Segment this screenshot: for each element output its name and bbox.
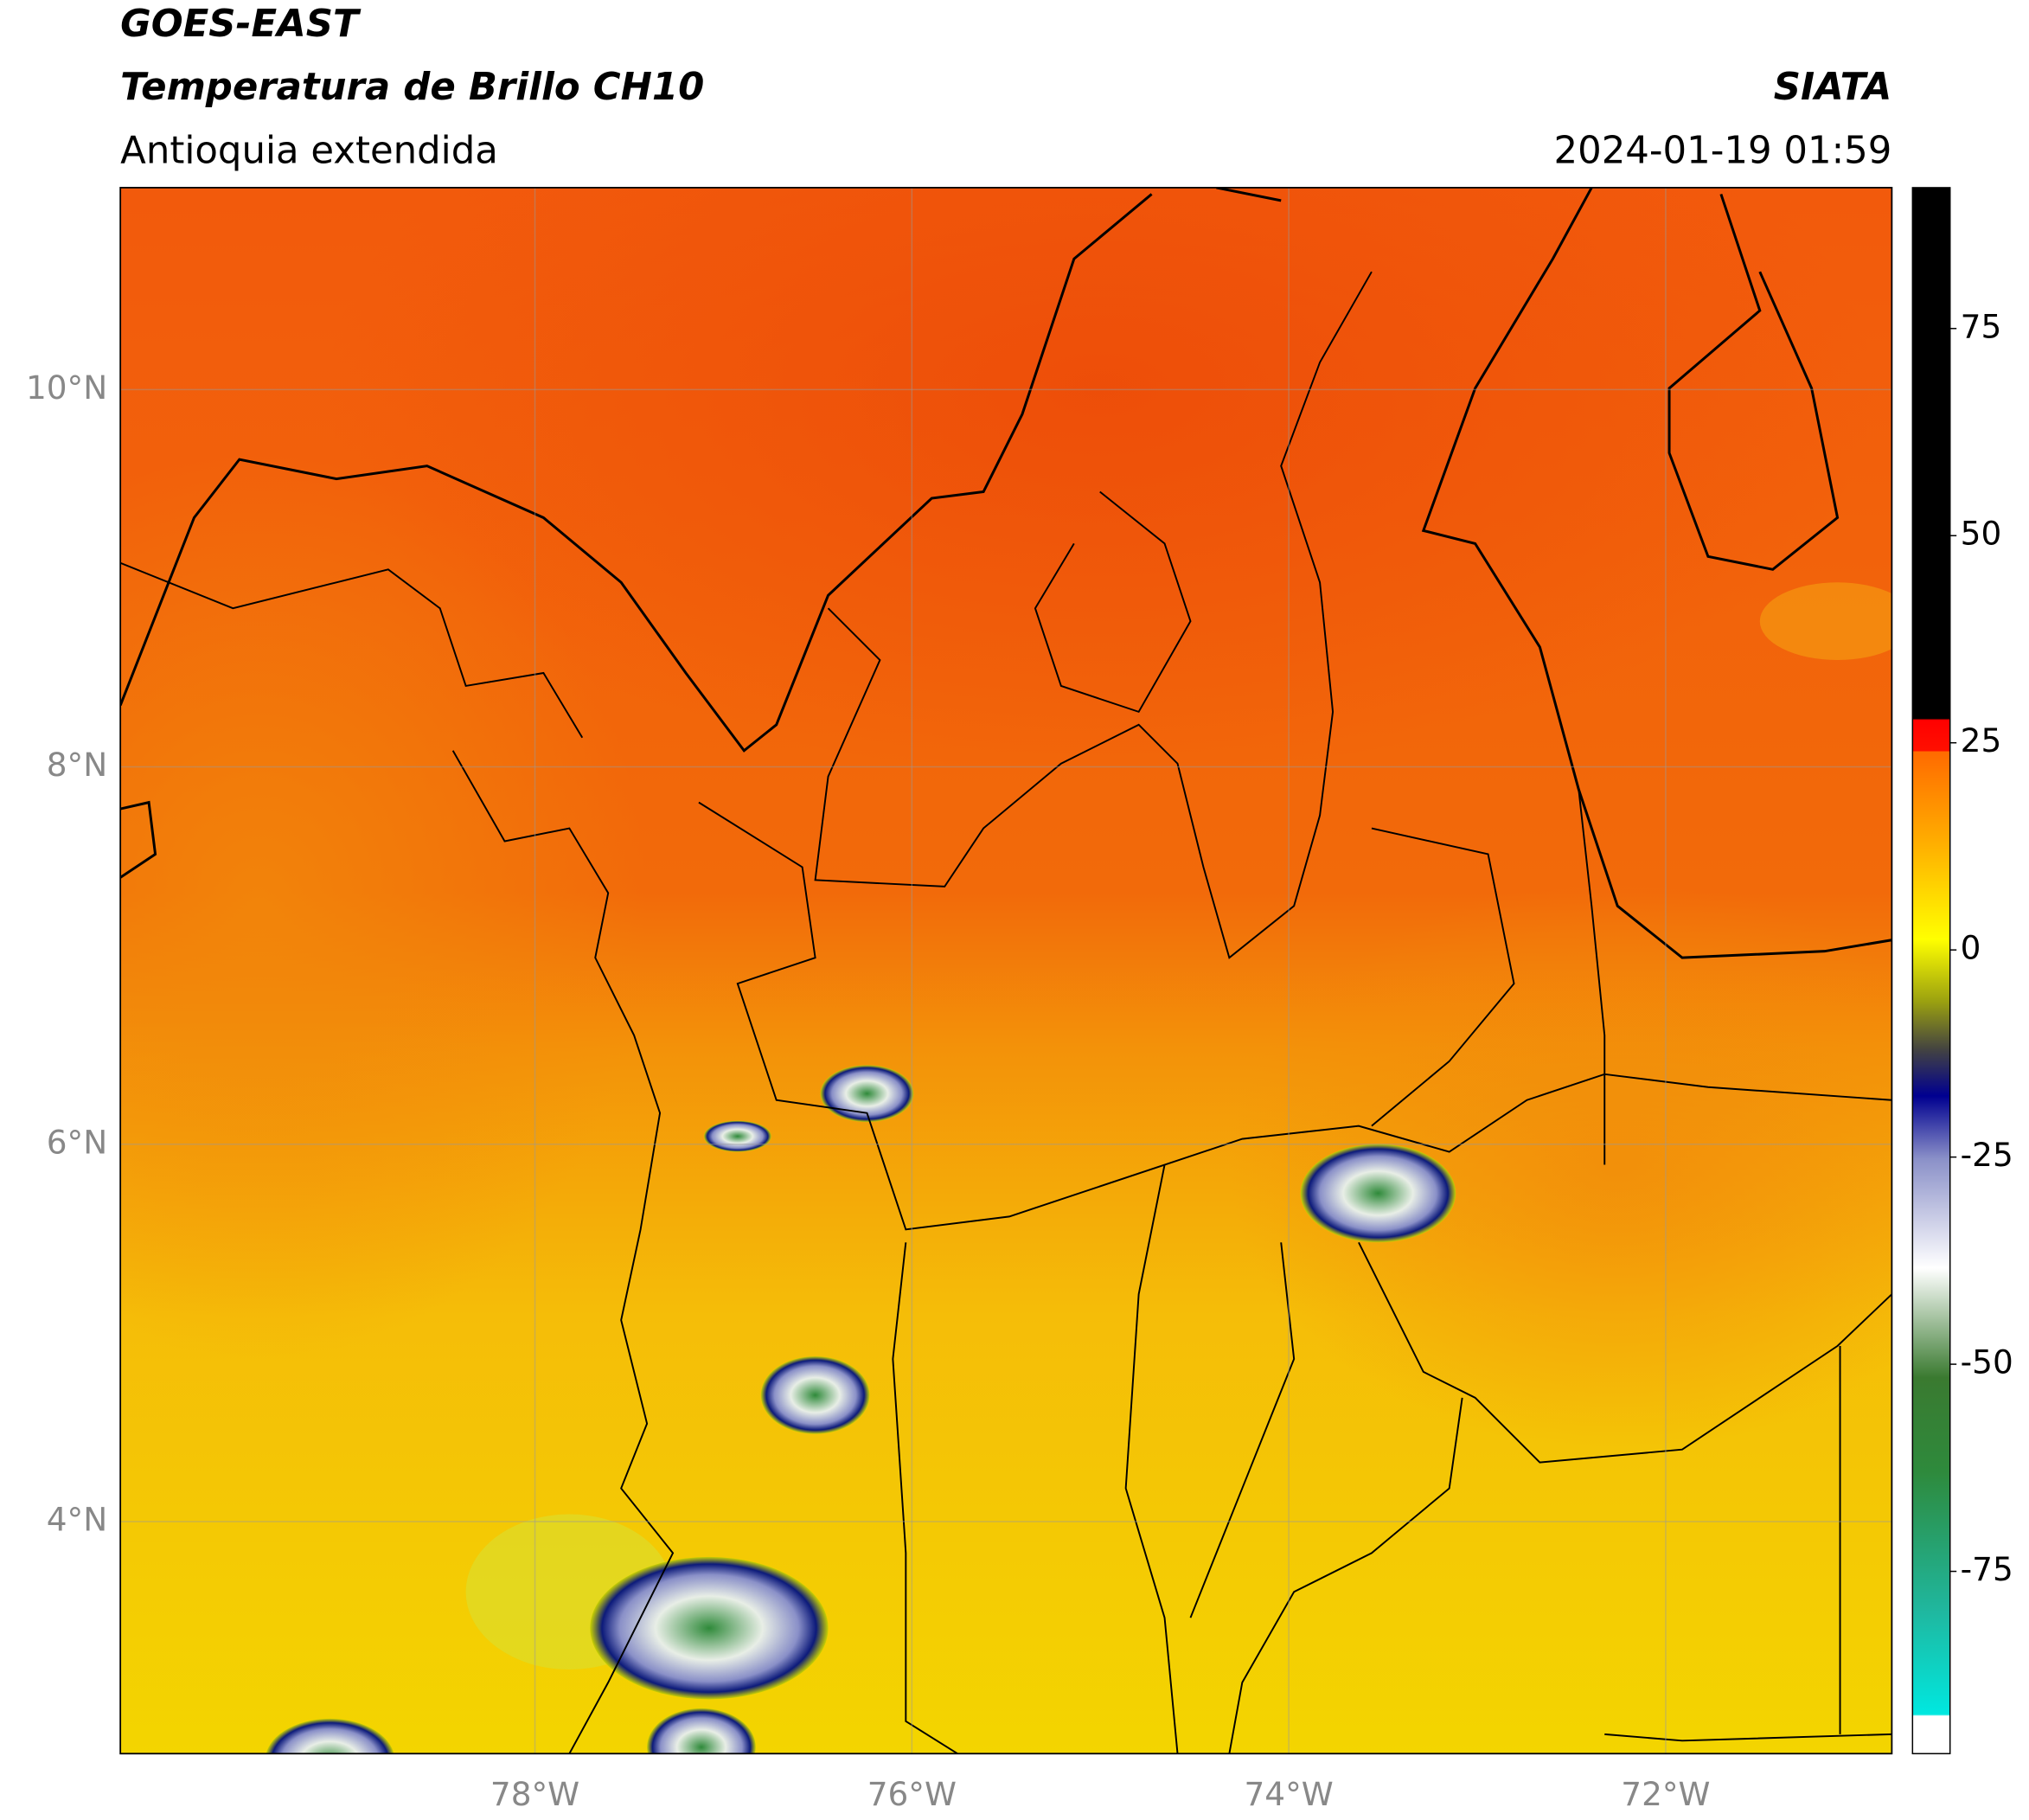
product: Temperatura de Brillo CH10 [120, 66, 704, 109]
colorbar-tick-label: -75 [1961, 1550, 2013, 1588]
y-tick-label: 6°N [47, 1123, 107, 1161]
datetime: 2024-01-19 01:59 [1554, 130, 1892, 173]
x-tick-label: 76°W [867, 1775, 957, 1813]
colorbar-tick-label: 25 [1961, 721, 2002, 759]
labels: 78°W 76°W 74°W 72°W 10°N 8°N 6°N 4°N 75 50 25 0 -25 -… [26, 307, 2013, 1813]
colorbar-tick-label: -25 [1961, 1136, 2013, 1174]
x-tick-label: 74°W [1244, 1775, 1333, 1813]
x-tick-label: 72°W [1621, 1775, 1710, 1813]
x-tick-label: 78°W [490, 1775, 579, 1813]
source: GOES-EAST [120, 3, 362, 46]
y-tick-label: 4°N [47, 1501, 107, 1539]
colorbar-tick-label: 0 [1961, 929, 1981, 967]
map-frame [119, 187, 1893, 1755]
graticule [120, 187, 1892, 1754]
map-image [120, 187, 1892, 1754]
region: Antioquia extendida [120, 130, 498, 173]
colorbar-tick-label: 50 [1961, 515, 2002, 553]
agency: SIATA [1774, 66, 1892, 109]
colorbar-tick-label: 75 [1961, 307, 2002, 345]
y-tick-label: 10°N [26, 368, 107, 407]
colorbar-tick-label: -50 [1961, 1343, 2013, 1381]
y-tick-label: 8°N [47, 746, 107, 784]
colorbar [1911, 187, 1951, 1755]
